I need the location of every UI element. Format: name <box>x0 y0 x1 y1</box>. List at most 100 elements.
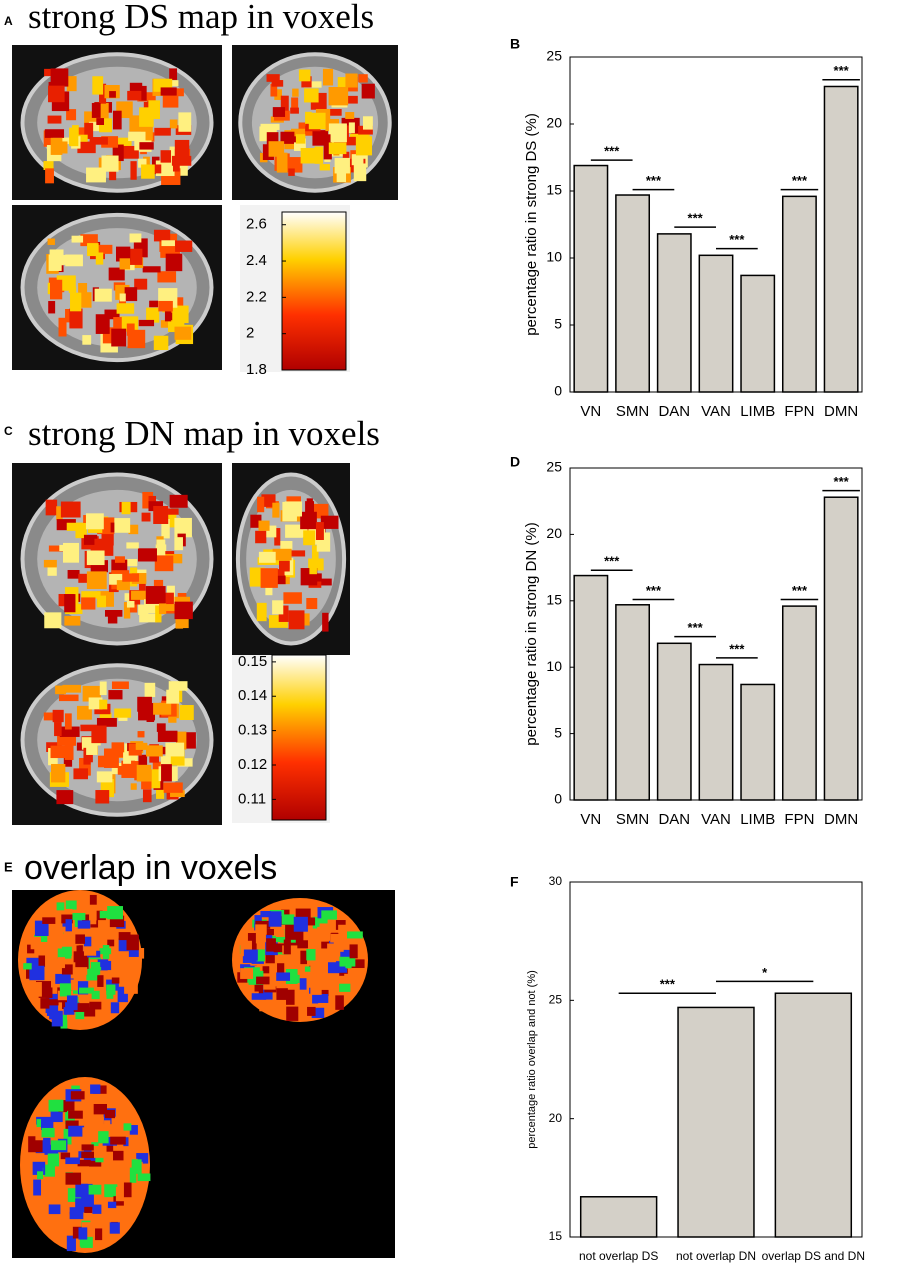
activation-voxel <box>276 152 288 173</box>
activation-voxel <box>69 308 83 329</box>
overlap-voxel <box>107 1201 117 1209</box>
overlap-voxel <box>42 917 56 924</box>
overlap-voxel <box>300 950 307 965</box>
x-tick-label: FPN <box>784 403 814 420</box>
y-tick-label: 20 <box>546 525 562 541</box>
activation-voxel <box>128 524 139 535</box>
activation-voxel <box>119 293 126 302</box>
activation-voxel <box>60 501 81 518</box>
overlap-voxel <box>258 983 267 994</box>
activation-voxel <box>114 556 125 563</box>
overlap-voxel <box>281 914 295 925</box>
activation-voxel <box>355 136 373 156</box>
activation-voxel <box>124 593 134 601</box>
activation-voxel <box>127 90 142 101</box>
activation-voxel <box>156 783 165 799</box>
activation-voxel <box>176 731 187 750</box>
colorbar-tick-label: 0.12 <box>238 756 267 773</box>
overlap-voxel <box>310 961 320 975</box>
overlap-voxel <box>63 1007 75 1015</box>
activation-voxel <box>66 109 77 121</box>
overlap-voxel <box>33 1179 42 1196</box>
y-tick-label: 5 <box>554 316 562 332</box>
activation-voxel <box>65 254 83 267</box>
overlap-voxel <box>327 943 339 959</box>
activation-voxel <box>116 580 130 591</box>
activation-voxel <box>99 712 112 721</box>
overlap-voxel <box>29 965 45 981</box>
activation-voxel <box>78 283 88 300</box>
activation-voxel <box>166 689 180 704</box>
activation-voxel <box>96 771 113 783</box>
activation-voxel <box>111 328 127 347</box>
activation-voxel <box>169 494 188 508</box>
overlap-voxel <box>335 961 348 973</box>
significance-label: *** <box>792 583 808 598</box>
activation-voxel <box>324 134 331 154</box>
overlap-voxel <box>54 1165 62 1181</box>
plot-frame <box>569 56 863 393</box>
activation-voxel <box>80 234 98 247</box>
activation-voxel <box>172 164 180 172</box>
overlap-voxel <box>84 1206 93 1213</box>
overlap-voxel <box>110 1136 126 1145</box>
overlap-voxel <box>128 1134 141 1147</box>
activation-voxel <box>311 545 319 564</box>
activation-voxel <box>91 102 101 118</box>
activation-voxel <box>322 68 334 86</box>
activation-voxel <box>86 743 98 755</box>
activation-voxel <box>113 317 122 336</box>
colorbar-tick-label: 2.2 <box>246 288 267 305</box>
activation-voxel <box>108 690 123 700</box>
overlap-voxel <box>102 960 112 971</box>
activation-voxel <box>160 246 180 258</box>
overlap-voxel <box>293 916 308 932</box>
significance-label: *** <box>660 977 676 992</box>
overlap-voxel <box>286 989 295 1005</box>
overlap-voxel <box>311 1007 325 1019</box>
activation-voxel <box>55 685 66 695</box>
activation-voxel <box>56 519 76 531</box>
activation-voxel <box>288 550 306 557</box>
overlap-voxel <box>65 1157 80 1165</box>
activation-voxel <box>50 279 63 300</box>
activation-voxel <box>305 501 315 520</box>
panel-label: A <box>4 14 13 28</box>
activation-voxel <box>146 745 163 757</box>
activation-voxel <box>47 238 55 245</box>
activation-voxel <box>156 539 166 556</box>
overlap-voxel <box>30 936 41 950</box>
activation-voxel <box>138 754 148 773</box>
activation-voxel <box>146 714 155 722</box>
activation-voxel <box>73 768 88 780</box>
overlap-voxel <box>120 1117 132 1128</box>
activation-voxel <box>138 319 155 327</box>
activation-voxel <box>322 612 329 632</box>
overlap-voxel <box>89 1001 102 1010</box>
activation-voxel <box>62 684 82 693</box>
activation-voxel <box>129 233 142 243</box>
activation-voxel <box>122 573 140 582</box>
activation-voxel <box>170 790 185 798</box>
overlap-voxel <box>321 910 337 920</box>
activation-voxel <box>179 615 189 629</box>
overlap-voxel <box>307 1006 316 1016</box>
activation-voxel <box>305 111 312 126</box>
activation-voxel <box>76 705 92 720</box>
activation-voxel <box>51 763 66 783</box>
activation-voxel <box>95 252 104 265</box>
activation-voxel <box>44 129 65 138</box>
overlap-voxel <box>106 1144 114 1152</box>
overlap-voxel <box>76 900 85 912</box>
overlap-voxel <box>259 999 272 1012</box>
overlap-voxel <box>65 919 72 932</box>
overlap-voxel <box>47 1153 60 1167</box>
overlap-voxel <box>69 979 85 991</box>
activation-voxel <box>278 605 289 622</box>
plot-frame <box>569 881 863 1238</box>
overlap-voxel <box>66 995 78 1011</box>
overlap-voxel <box>88 1184 102 1195</box>
y-tick-label: 15 <box>546 182 562 198</box>
overlap-voxel <box>63 1223 71 1238</box>
overlap-voxel <box>73 1164 84 1172</box>
